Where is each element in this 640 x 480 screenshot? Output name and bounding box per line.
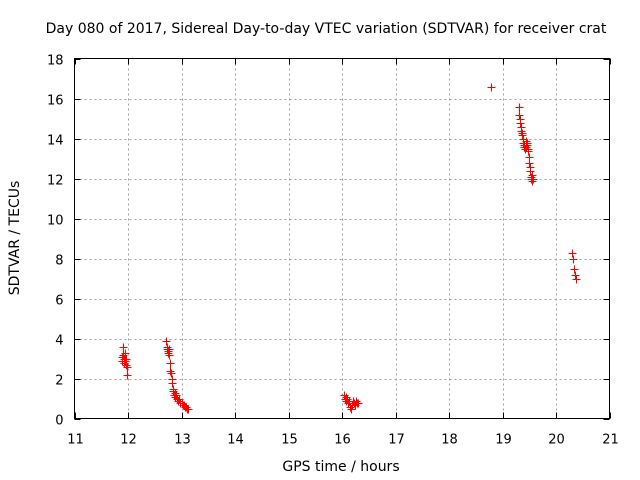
y-tick-label: 14 xyxy=(47,134,64,149)
data-point xyxy=(162,337,171,346)
data-point xyxy=(570,265,579,274)
data-point xyxy=(182,403,191,412)
y-tick-label: 12 xyxy=(47,174,64,189)
data-point xyxy=(569,255,578,264)
data-point xyxy=(515,111,524,120)
data-point xyxy=(346,403,355,412)
data-point xyxy=(352,397,361,406)
y-tick-label: 16 xyxy=(47,94,64,109)
x-tick-label: 14 xyxy=(227,433,244,448)
data-point xyxy=(174,397,183,406)
x-tick-label: 12 xyxy=(120,433,137,448)
data-point xyxy=(525,159,534,168)
axis-ticks xyxy=(74,58,611,420)
y-tick-label: 10 xyxy=(47,214,64,229)
data-point xyxy=(524,145,533,154)
y-tick-label: 4 xyxy=(55,334,63,349)
data-point xyxy=(163,343,172,352)
data-point xyxy=(165,351,174,360)
x-tick-label: 19 xyxy=(495,433,512,448)
data-point xyxy=(168,379,177,388)
data-points xyxy=(118,83,581,414)
y-axis-label: SDTVAR / TECUs xyxy=(7,181,23,296)
data-point xyxy=(343,395,352,404)
x-tick-label: 20 xyxy=(548,433,565,448)
data-point xyxy=(184,405,193,414)
data-point xyxy=(122,355,131,364)
plot-frame xyxy=(74,58,610,419)
data-point xyxy=(121,349,130,358)
data-point xyxy=(166,359,175,368)
x-tick-labels: 11 12 13 14 15 16 17 18 19 20 21 xyxy=(67,433,619,448)
y-tick-label: 18 xyxy=(47,54,64,69)
y-tick-label: 2 xyxy=(55,374,63,389)
y-tick-label: 0 xyxy=(55,414,63,429)
data-point xyxy=(354,399,363,408)
x-tick-label: 15 xyxy=(281,433,298,448)
data-point xyxy=(526,167,535,176)
x-tick-label: 18 xyxy=(441,433,458,448)
data-point xyxy=(167,369,176,378)
chart-title: Day 080 of 2017, Sidereal Day-to-day VTE… xyxy=(46,21,607,37)
data-point xyxy=(166,367,175,376)
data-point xyxy=(528,171,537,180)
data-point xyxy=(516,119,525,128)
x-tick-label: 11 xyxy=(67,433,84,448)
grid xyxy=(74,58,610,419)
y-tick-labels: 0 2 4 6 8 10 12 14 16 18 xyxy=(47,54,64,429)
data-point xyxy=(522,143,531,152)
x-tick-label: 16 xyxy=(334,433,351,448)
x-axis-label: GPS time / hours xyxy=(282,459,399,475)
data-point xyxy=(518,131,527,140)
y-tick-label: 6 xyxy=(55,294,63,309)
x-tick-label: 17 xyxy=(388,433,405,448)
y-tick-label: 8 xyxy=(55,254,63,269)
data-point xyxy=(347,405,356,414)
data-point xyxy=(123,371,132,380)
data-point xyxy=(572,275,581,284)
data-point xyxy=(571,271,580,280)
data-point xyxy=(164,349,173,358)
data-point xyxy=(121,357,130,366)
data-point xyxy=(529,175,538,184)
x-tick-label: 13 xyxy=(174,433,191,448)
data-point xyxy=(568,249,577,258)
data-point xyxy=(119,343,128,352)
data-point xyxy=(123,363,132,372)
data-point xyxy=(515,103,524,112)
data-point xyxy=(517,127,526,136)
data-point xyxy=(523,141,532,150)
x-tick-label: 21 xyxy=(602,433,619,448)
data-point xyxy=(487,83,496,92)
